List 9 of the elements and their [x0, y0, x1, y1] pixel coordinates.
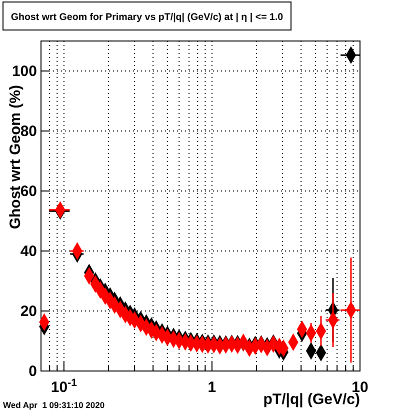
chart-title: Ghost wrt Geom for Primary vs pT/|q| (GeV/c) at | η | <= 1.0 — [10, 12, 284, 23]
y-tick-label: 80 — [20, 123, 37, 140]
y-tick-label: 40 — [20, 243, 37, 260]
y-tick-label: 20 — [20, 303, 37, 320]
x-tick-label: 1 — [208, 379, 216, 396]
text: Wed Apr 1 09:31:10 2020 — [3, 400, 105, 410]
y-tick-label: 100 — [12, 63, 37, 80]
y-tick-label: 0 — [28, 363, 37, 380]
x-tick-label: 10$^{-1}$ — [50, 377, 78, 396]
